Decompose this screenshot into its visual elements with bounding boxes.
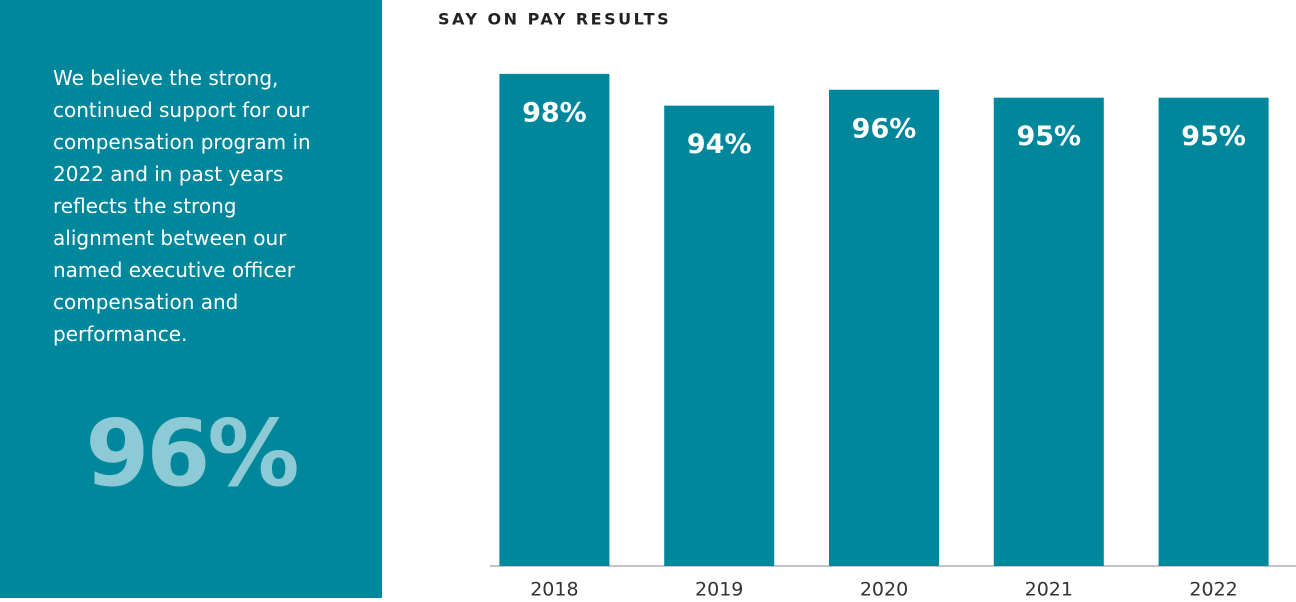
x-tick-label: 2022 <box>1189 579 1237 601</box>
highlight-stat: 96% <box>85 400 299 507</box>
bar <box>499 73 610 566</box>
value-label: 95% <box>1016 121 1081 152</box>
value-label: 98% <box>522 97 587 128</box>
bar <box>1158 97 1269 566</box>
value-label: 95% <box>1181 121 1246 152</box>
bar <box>829 89 939 566</box>
sidebar: We believe the strong, continued support… <box>0 0 382 598</box>
x-tick-label: 2019 <box>695 579 743 601</box>
x-tick-label: 2020 <box>860 579 908 601</box>
sidebar-text: We believe the strong, continued support… <box>53 66 311 346</box>
bar <box>993 97 1104 566</box>
x-tick-label: 2018 <box>530 579 578 601</box>
value-label: 94% <box>687 129 752 160</box>
bar <box>664 105 775 566</box>
chart-title: SAY ON PAY RESULTS <box>438 10 671 29</box>
value-label: 96% <box>852 113 917 144</box>
x-tick-label: 2021 <box>1025 579 1073 601</box>
